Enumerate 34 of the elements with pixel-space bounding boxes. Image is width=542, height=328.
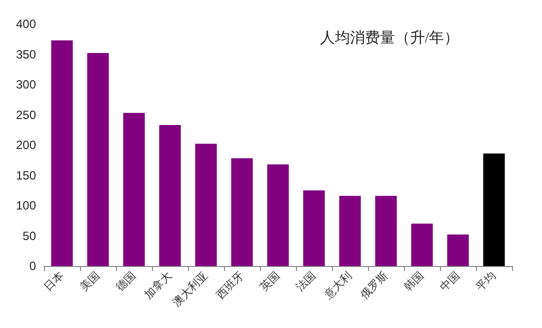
bar: [375, 196, 397, 266]
y-tick-label: 400: [16, 17, 36, 31]
bar: [447, 234, 469, 266]
x-tick-label: 日本: [41, 269, 66, 294]
y-tick-label: 100: [16, 198, 36, 212]
y-tick-label: 50: [22, 228, 36, 243]
y-tick-label: 200: [16, 138, 36, 152]
bar: [123, 112, 145, 266]
bar: [339, 196, 361, 266]
bar: [411, 224, 433, 266]
bar: [483, 153, 505, 266]
bar: [231, 158, 253, 266]
y-tick-label: 150: [16, 168, 36, 182]
x-tick-label: 意大利: [321, 269, 354, 302]
x-tick-label: 德国: [114, 270, 138, 294]
y-tick-label: 250: [16, 108, 36, 122]
bar: [159, 125, 181, 266]
chart-title: 人均消费量（升/年）: [320, 30, 460, 46]
x-tick-label: 中国: [437, 269, 462, 294]
x-tick-label: 俄罗斯: [358, 269, 390, 302]
y-tick-label: 350: [16, 47, 36, 62]
bar: [267, 164, 289, 266]
bar: [303, 190, 325, 266]
x-tick-label: 平均: [474, 270, 498, 294]
x-tick-label: 英国: [257, 269, 282, 294]
x-tick-label: 西班牙: [214, 269, 246, 302]
x-tick-label: 法国: [293, 269, 318, 294]
y-tick-label: 0: [29, 259, 36, 273]
x-tick-label: 韩国: [401, 269, 426, 294]
bar: [51, 40, 73, 266]
bar: [87, 53, 109, 266]
x-tick-label: 美国: [77, 269, 102, 294]
bar: [195, 144, 217, 266]
y-tick-label: 300: [16, 78, 36, 92]
